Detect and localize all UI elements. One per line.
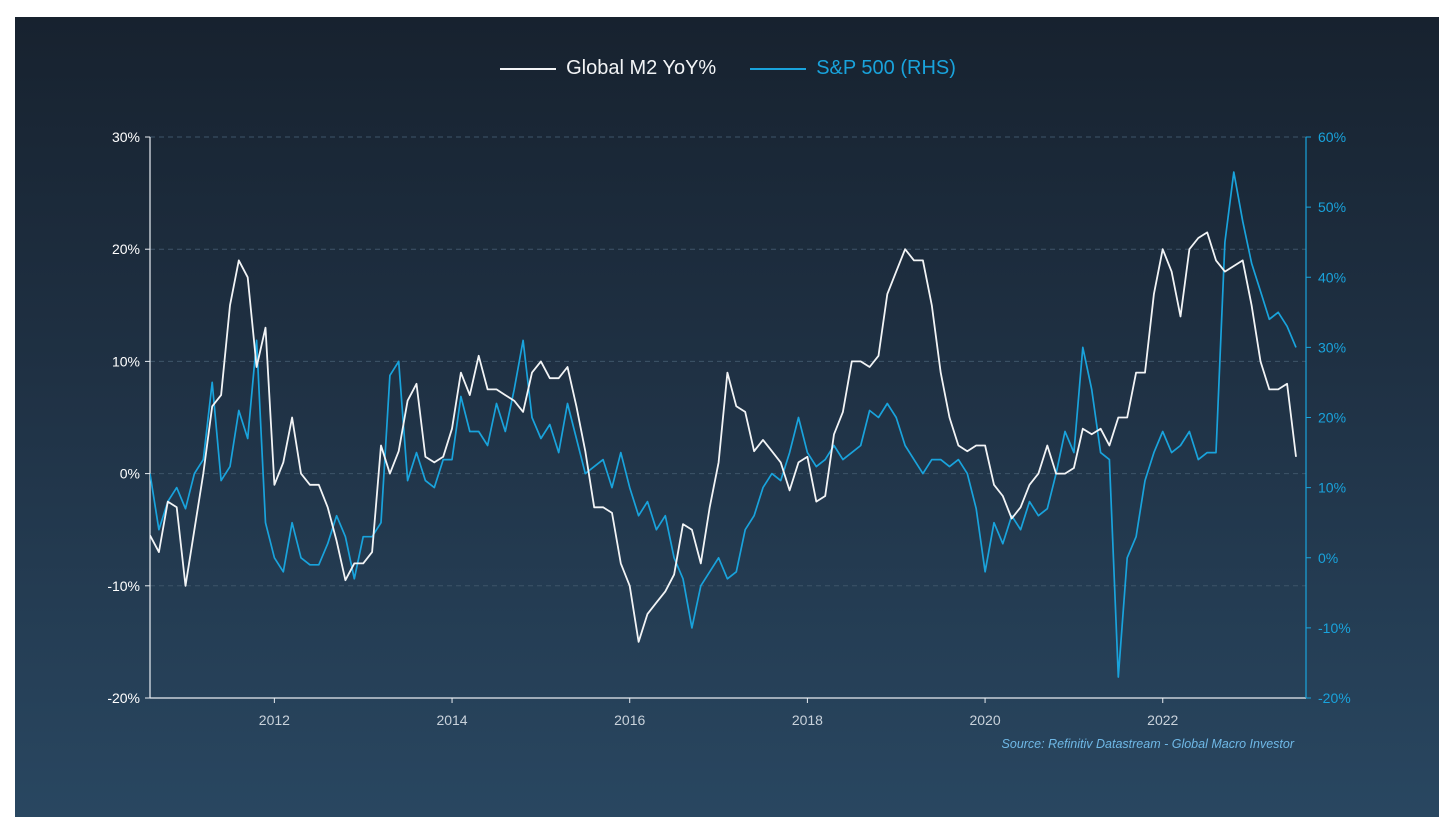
legend: Global M2 YoY% S&P 500 (RHS) <box>0 57 1456 80</box>
legend-swatch-spx <box>750 67 807 70</box>
legend-label-spx: S&P 500 (RHS) <box>816 57 956 79</box>
left-tick-label-4: 20% <box>112 241 140 257</box>
x-tick-label-5: 2022 <box>1147 712 1178 728</box>
series-line-spx <box>150 171 1297 678</box>
right-tick-label-8: 60% <box>1318 129 1346 145</box>
left-tick-label-1: -10% <box>107 578 140 594</box>
legend-label-m2: Global M2 YoY% <box>566 57 717 79</box>
legend-item-spx[interactable]: S&P 500 (RHS) <box>750 57 956 80</box>
source-note: Source: Refinitiv Datastream - Global Ma… <box>1001 737 1294 751</box>
right-tick-label-6: 40% <box>1318 269 1346 285</box>
legend-swatch-m2 <box>500 67 557 70</box>
series-line-m2 <box>150 231 1297 643</box>
right-tick-label-3: 10% <box>1318 480 1346 496</box>
right-tick-label-2: 0% <box>1318 550 1338 566</box>
x-tick-label-3: 2018 <box>792 712 823 728</box>
x-tick-label-0: 2012 <box>259 712 290 728</box>
x-tick-label-2: 2016 <box>614 712 645 728</box>
right-tick-label-5: 30% <box>1318 339 1346 355</box>
legend-item-m2[interactable]: Global M2 YoY% <box>500 57 716 80</box>
right-tick-label-1: -10% <box>1318 620 1351 636</box>
left-tick-label-5: 30% <box>112 129 140 145</box>
right-tick-label-4: 20% <box>1318 410 1346 426</box>
left-tick-label-0: -20% <box>107 690 140 706</box>
right-tick-label-7: 50% <box>1318 199 1346 215</box>
x-tick-label-4: 2020 <box>969 712 1000 728</box>
chart-panel <box>15 17 1439 817</box>
x-tick-label-1: 2014 <box>436 712 467 728</box>
left-tick-label-3: 10% <box>112 353 140 369</box>
right-tick-label-0: -20% <box>1318 690 1351 706</box>
left-tick-label-2: 0% <box>120 466 140 482</box>
